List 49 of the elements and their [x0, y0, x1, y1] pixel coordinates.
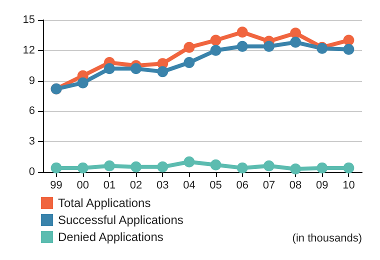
point	[77, 77, 88, 88]
point	[130, 161, 142, 172]
point	[104, 160, 115, 172]
x-tick-label: 04	[183, 180, 196, 192]
x-tick-label: 05	[210, 180, 222, 192]
legend-label: Total Applications	[58, 196, 151, 210]
point	[157, 161, 168, 172]
point	[77, 162, 88, 174]
x-tick-label: 10	[342, 180, 355, 192]
x-tick-label: 00	[76, 180, 89, 192]
point	[290, 36, 302, 48]
y-tick-label: 3	[28, 136, 35, 148]
point	[50, 162, 62, 174]
x-tick-label: 07	[262, 180, 276, 192]
y-tick-label: 15	[22, 14, 35, 26]
point	[104, 63, 115, 74]
y-tick-label: 6	[28, 105, 35, 118]
point	[157, 66, 168, 78]
y-tick-label: 9	[28, 74, 35, 87]
point	[343, 162, 354, 174]
text: (in thousands)	[292, 232, 362, 244]
x-tick-label: 02	[130, 180, 142, 192]
x-tick-label: 06	[236, 180, 248, 192]
point	[343, 44, 354, 55]
point	[236, 40, 248, 52]
point	[343, 34, 354, 46]
x-tick-label: 09	[316, 180, 328, 192]
point	[184, 42, 195, 53]
point	[263, 160, 274, 172]
x-tick-label: 03	[156, 180, 169, 192]
y-tick-label: 12	[22, 44, 35, 56]
point	[236, 26, 248, 38]
point	[290, 163, 302, 174]
point	[290, 28, 302, 39]
point	[184, 57, 195, 68]
legend-label: Successful Applications	[58, 213, 184, 227]
point	[184, 156, 195, 168]
y-tick-label: 0	[28, 166, 35, 178]
point	[263, 40, 274, 52]
point	[210, 34, 222, 46]
point	[316, 162, 328, 174]
point	[210, 159, 222, 170]
point	[236, 162, 248, 174]
point	[210, 44, 222, 56]
x-tick-label: 08	[289, 180, 302, 192]
legend-label: Denied Applications	[58, 230, 164, 244]
x-tick-label: 99	[50, 180, 62, 192]
point	[130, 63, 142, 74]
x-tick-label: 01	[103, 180, 116, 192]
